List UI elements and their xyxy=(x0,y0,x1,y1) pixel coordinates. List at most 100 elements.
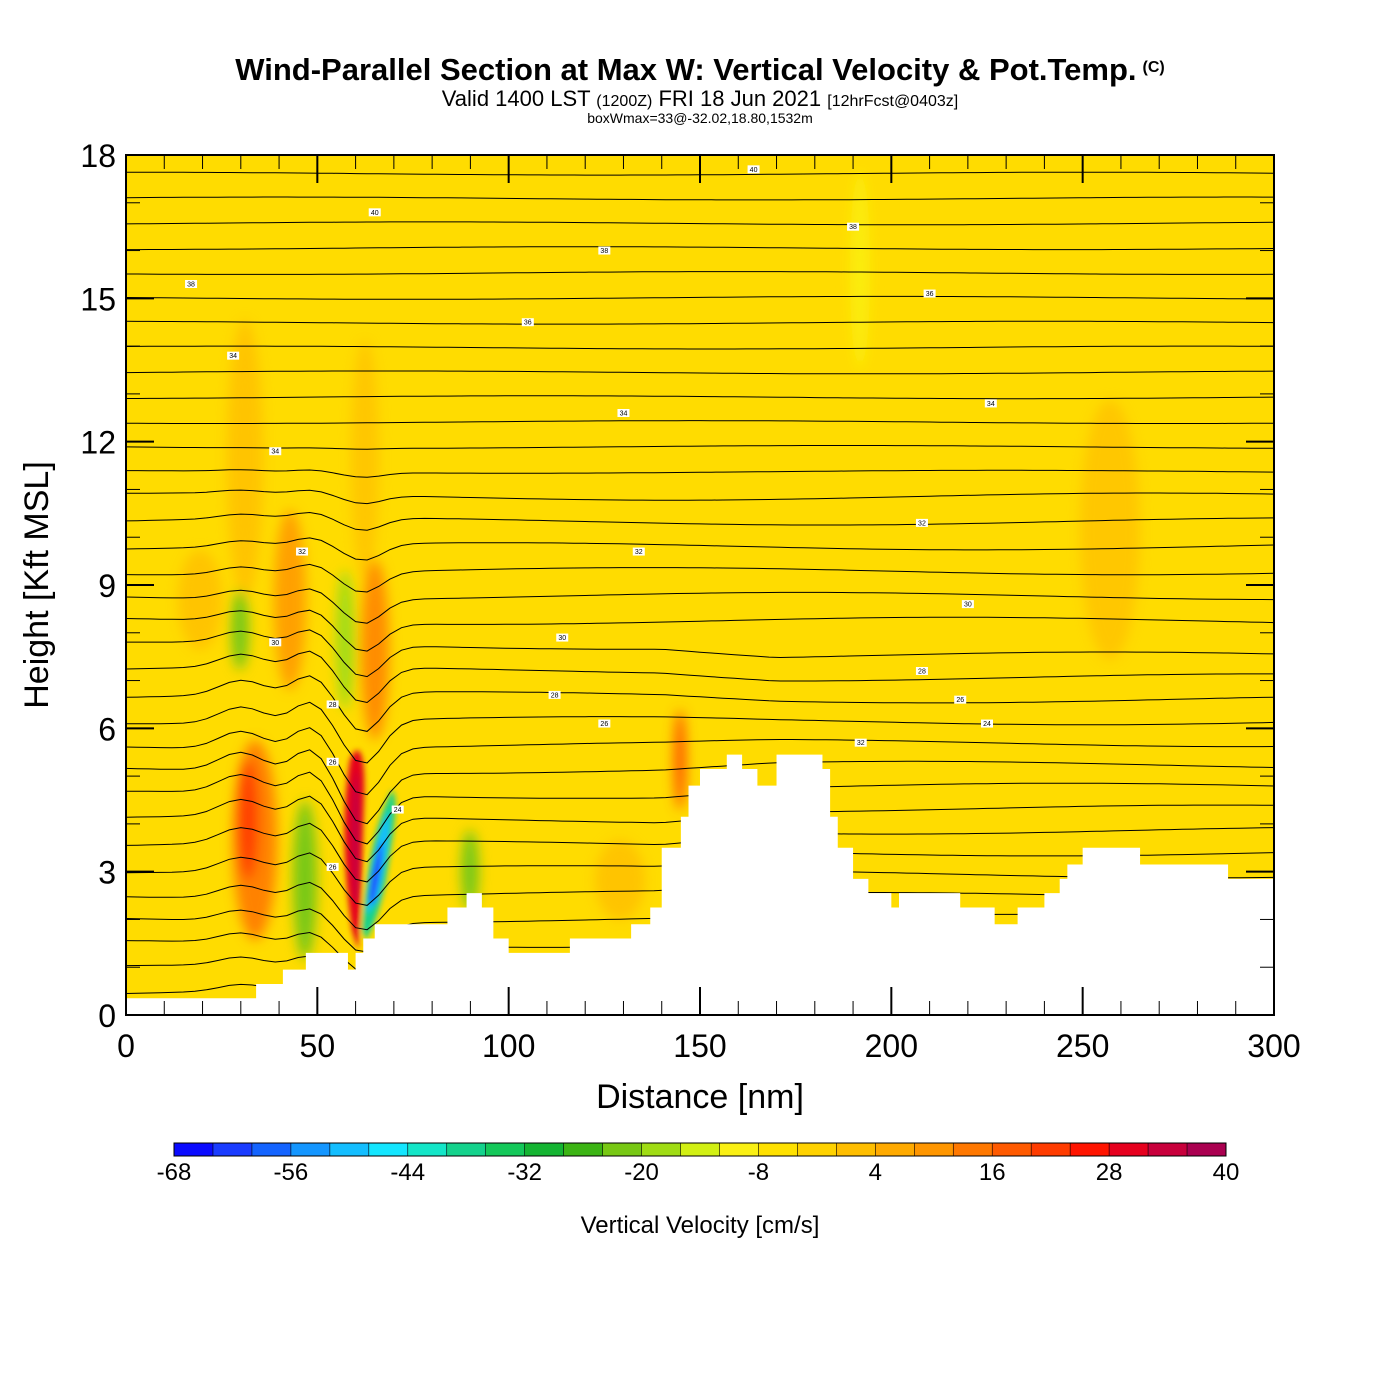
colorbar-swatch xyxy=(875,1143,915,1156)
contour-label: 38 xyxy=(185,280,198,289)
colorbar-swatch xyxy=(1187,1143,1227,1156)
contour-label-text: 26 xyxy=(329,864,337,871)
subtitle-valid: Valid 1400 LST xyxy=(441,86,591,111)
x-tick-label: 200 xyxy=(865,1028,918,1064)
colorbar-swatch xyxy=(524,1143,565,1156)
isentrope-line xyxy=(126,609,1274,652)
subtitle-forecast: [12hrFcst@0403z] xyxy=(827,93,959,110)
contour-label-text: 32 xyxy=(635,549,643,556)
contour-label-text: 32 xyxy=(918,520,926,527)
contour-label-box xyxy=(296,547,309,556)
isentrope-line xyxy=(126,489,1274,505)
colorbar-swatch xyxy=(992,1143,1032,1156)
contour-label-text: 36 xyxy=(524,320,532,327)
contour-label-box xyxy=(981,719,993,728)
contour-label-box xyxy=(598,246,611,255)
contour-label-box xyxy=(326,862,339,871)
contour-label-box xyxy=(185,280,198,288)
colorbar-label: -68 xyxy=(157,1159,192,1186)
chart-title: Wind-Parallel Section at Max W: Vertical… xyxy=(0,52,1400,88)
contour-label: 24 xyxy=(391,805,404,814)
contour-label-box xyxy=(326,757,339,766)
w-blob-green-1 xyxy=(231,590,249,670)
isentrope-line xyxy=(126,196,1274,201)
colorbar-swatch xyxy=(485,1143,526,1156)
contour-label: 34 xyxy=(984,399,997,408)
colorbar-frame xyxy=(173,1142,1227,1157)
isentrope-line xyxy=(126,345,1274,350)
contour-label-box xyxy=(326,700,339,709)
isentrope-line xyxy=(126,395,1274,400)
contour-label-box xyxy=(521,318,534,327)
colorbar-label: -44 xyxy=(390,1159,425,1186)
colorbar-label: -8 xyxy=(748,1159,769,1186)
colorbar-swatch xyxy=(251,1143,292,1156)
w-blob-green-4 xyxy=(461,830,479,910)
contour-label: 30 xyxy=(269,638,282,647)
contour-label: 28 xyxy=(548,690,561,699)
colorbar-swatch xyxy=(641,1143,682,1156)
contour-label-text: 26 xyxy=(600,721,608,728)
isentrope-line xyxy=(126,537,1274,561)
isentrope-line xyxy=(126,445,1274,450)
contour-label-text: 32 xyxy=(857,740,865,747)
colorbar-swatch xyxy=(1031,1143,1071,1156)
colorbar-swatch xyxy=(290,1143,331,1156)
colorbar-swatch xyxy=(212,1143,253,1156)
y-axis-title: Height [Kft MSL] xyxy=(18,461,56,709)
w-blob-orange-right-1 xyxy=(595,840,645,920)
contour-label-text: 40 xyxy=(371,210,379,217)
contour-label-text: 28 xyxy=(918,669,926,676)
contour-label: 40 xyxy=(747,165,760,174)
contour-label-text: 28 xyxy=(551,692,559,699)
colorbar-label: 40 xyxy=(1213,1159,1240,1186)
colorbar-swatch xyxy=(758,1143,798,1156)
contour-label: 38 xyxy=(847,222,860,231)
colorbar-title: Vertical Velocity [cm/s] xyxy=(581,1212,820,1239)
contour-label-box xyxy=(854,738,867,747)
isentrope-line xyxy=(126,271,1274,275)
contour-label-box xyxy=(391,805,404,814)
subtitle-date: FRI 18 Jun 2021 xyxy=(658,86,822,111)
colorbar-label: -32 xyxy=(507,1159,542,1186)
contour-label-box xyxy=(961,600,974,609)
contour-label: 26 xyxy=(326,862,339,871)
colorbar-swatch xyxy=(602,1143,643,1156)
copyright-mark: (C) xyxy=(1142,59,1165,76)
contour-label: 34 xyxy=(227,351,240,360)
chart-box-wmax: boxWmax=33@-32.02,18.80,1532m xyxy=(587,110,813,126)
contour-label-text: 34 xyxy=(271,449,279,456)
contour-label-box xyxy=(368,208,381,217)
isentrope-line xyxy=(126,511,1274,531)
contour-label-text: 24 xyxy=(983,721,991,728)
contour-label-box xyxy=(269,638,282,647)
x-tick-label: 0 xyxy=(117,1028,135,1064)
y-tick-label: 9 xyxy=(98,568,116,604)
contour-label-text: 38 xyxy=(600,248,608,255)
y-tick-label: 15 xyxy=(80,281,116,317)
colorbar-swatch xyxy=(680,1143,720,1156)
isentrope-line xyxy=(126,701,1274,764)
contour-label: 34 xyxy=(269,447,282,456)
subtitle-utc: (1200Z) xyxy=(596,93,653,110)
w-blob-yellow-right xyxy=(850,170,870,370)
contour-label: 26 xyxy=(954,695,967,704)
contour-label-box xyxy=(556,633,569,642)
contour-label: 26 xyxy=(598,719,611,728)
contour-label-text: 40 xyxy=(750,167,758,174)
contour-label: 28 xyxy=(326,700,339,709)
contour-label-text: 24 xyxy=(394,807,402,814)
contour-label: 32 xyxy=(296,547,309,556)
contour-label-box xyxy=(269,447,282,456)
contour-label-box xyxy=(923,289,936,298)
contour-label: 34 xyxy=(617,409,630,418)
contour-label: 36 xyxy=(923,289,936,298)
y-tick-label: 12 xyxy=(80,425,116,461)
y-tick-label: 6 xyxy=(98,711,116,747)
contour-label-text: 30 xyxy=(964,602,972,609)
x-tick-label: 150 xyxy=(673,1028,726,1064)
contour-label-box xyxy=(954,695,967,704)
isentrope-line xyxy=(126,370,1274,375)
w-blob-mid-orange-2 xyxy=(361,560,389,740)
contour-label-text: 34 xyxy=(229,353,237,360)
